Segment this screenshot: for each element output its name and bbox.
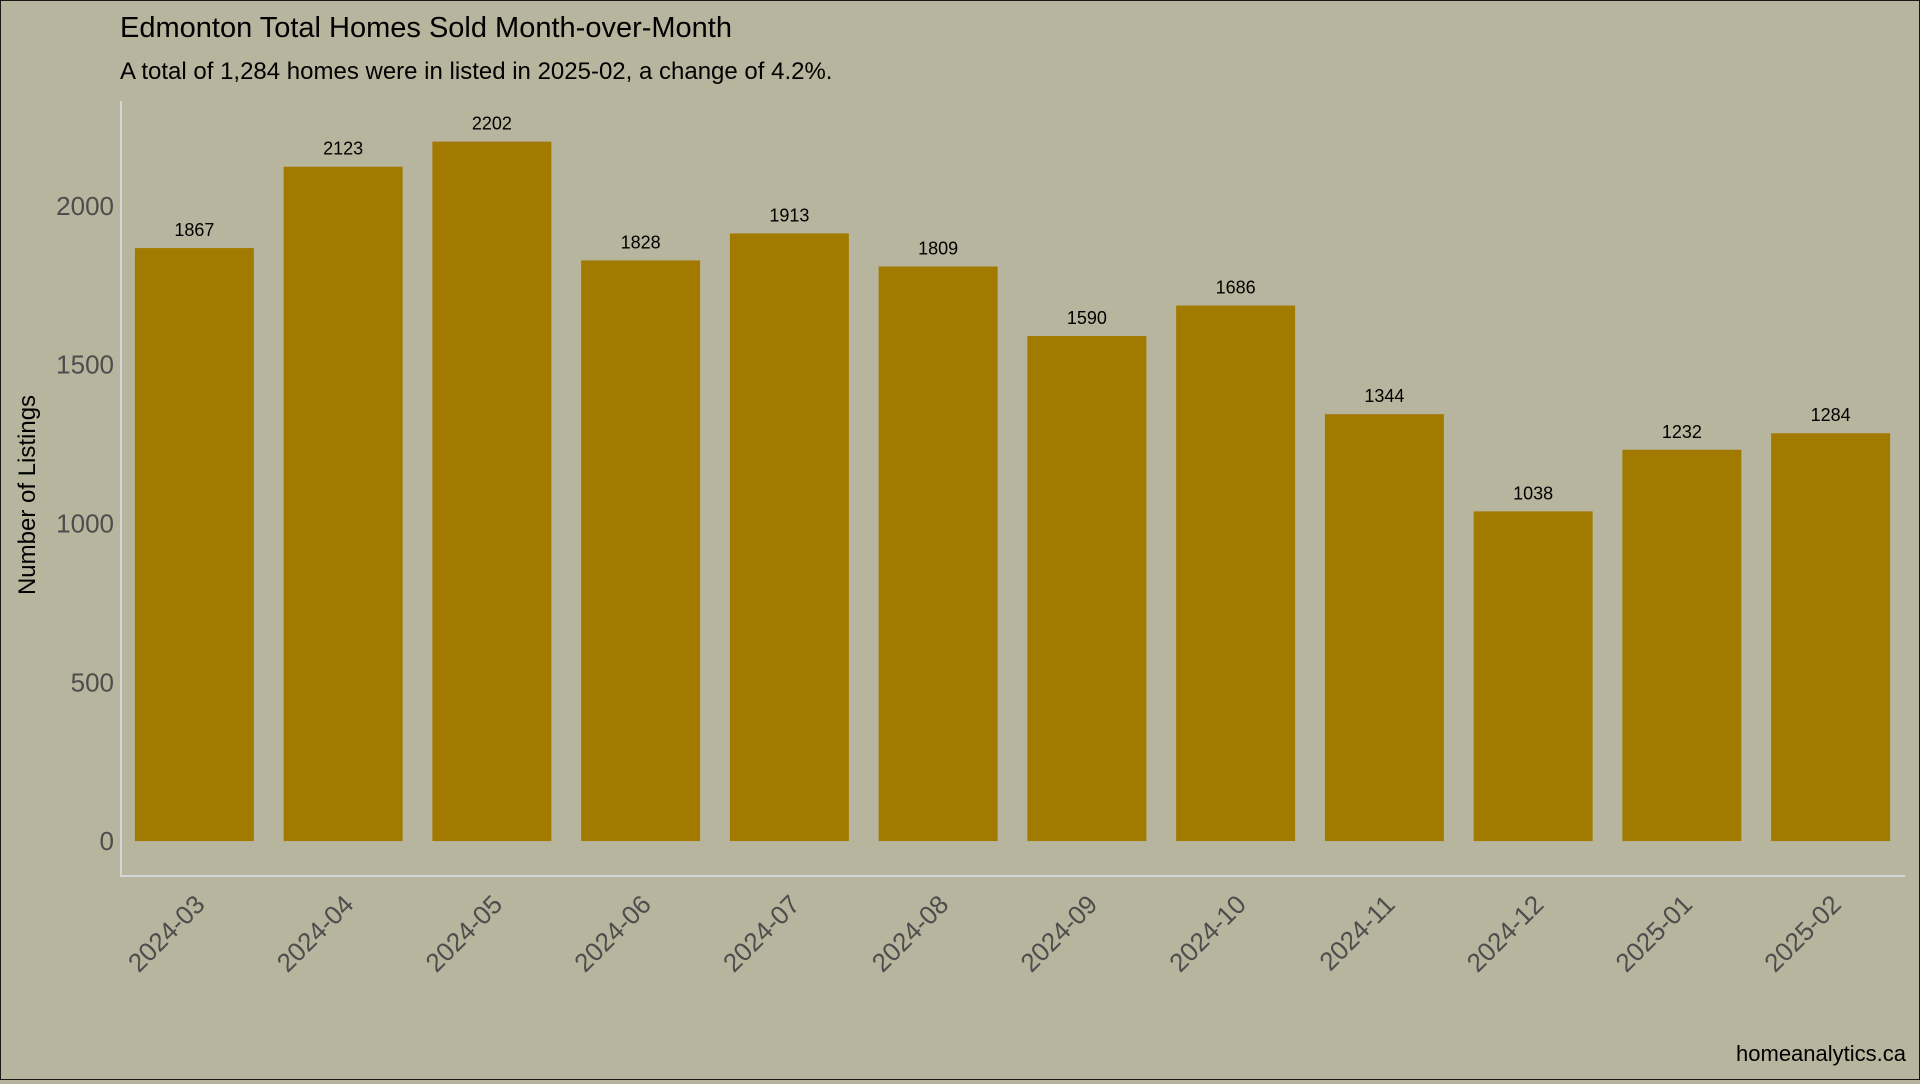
value-labels-group: 1867 2123 2202 1828 1913 1809 1590 1686 1344 1038… bbox=[174, 114, 1850, 504]
y-tick-label-1000: 1000 bbox=[56, 508, 114, 538]
value-label-2025-02: 1284 bbox=[1811, 405, 1851, 425]
bar-2024-04 bbox=[283, 166, 403, 842]
x-tick-label-2024-09: 2024-09 bbox=[1014, 889, 1103, 978]
value-label-2024-04: 2123 bbox=[323, 139, 363, 159]
bar-2024-06 bbox=[581, 260, 701, 842]
chart-title: Edmonton Total Homes Sold Month-over-Mon… bbox=[120, 12, 732, 44]
chart-caption: homeanalytics.ca bbox=[1736, 1041, 1907, 1066]
value-label-2024-06: 1828 bbox=[621, 232, 661, 252]
value-label-2024-05: 2202 bbox=[472, 114, 512, 134]
bar-2024-09 bbox=[1027, 336, 1147, 842]
x-axis-ticks: 2024-03 2024-04 2024-05 2024-06 2024-07 2024-… bbox=[122, 889, 1847, 978]
y-tick-label-0: 0 bbox=[100, 826, 114, 856]
bar-2025-01 bbox=[1622, 449, 1742, 842]
bar-2024-07 bbox=[729, 233, 849, 842]
value-label-2024-10: 1686 bbox=[1216, 278, 1256, 298]
y-tick-label-1500: 1500 bbox=[56, 350, 114, 380]
x-tick-label-2025-01: 2025-01 bbox=[1609, 889, 1698, 978]
y-axis-ticks: 0 500 1000 1500 2000 bbox=[56, 191, 114, 856]
x-tick-label-2024-05: 2024-05 bbox=[419, 889, 508, 978]
value-label-2025-01: 1232 bbox=[1662, 422, 1702, 442]
value-label-2024-11: 1344 bbox=[1364, 386, 1404, 406]
bar-2024-03 bbox=[134, 248, 254, 842]
value-label-2024-08: 1809 bbox=[918, 238, 958, 258]
x-tick-label-2024-10: 2024-10 bbox=[1163, 889, 1252, 978]
y-tick-label-2000: 2000 bbox=[56, 191, 114, 221]
y-tick-label-500: 500 bbox=[71, 667, 114, 697]
bar-2024-11 bbox=[1324, 414, 1444, 842]
x-tick-label-2024-03: 2024-03 bbox=[122, 889, 211, 978]
value-label-2024-03: 1867 bbox=[174, 220, 214, 240]
y-axis-label: Number of Listings bbox=[14, 395, 41, 595]
bar-2024-08 bbox=[878, 266, 998, 842]
value-label-2024-12: 1038 bbox=[1513, 483, 1553, 503]
bar-2024-12 bbox=[1473, 511, 1593, 842]
value-label-2024-09: 1590 bbox=[1067, 308, 1107, 328]
x-tick-label-2025-02: 2025-02 bbox=[1758, 889, 1847, 978]
x-tick-label-2024-12: 2024-12 bbox=[1461, 889, 1550, 978]
value-label-2024-07: 1913 bbox=[769, 205, 809, 225]
bars-group bbox=[134, 141, 1891, 842]
chart-subtitle: A total of 1,284 homes were in listed in… bbox=[120, 58, 832, 85]
bar-2025-02 bbox=[1771, 433, 1891, 842]
x-tick-label-2024-08: 2024-08 bbox=[866, 889, 955, 978]
x-tick-label-2024-06: 2024-06 bbox=[568, 889, 657, 978]
bar-2024-10 bbox=[1176, 305, 1296, 842]
x-tick-label-2024-11: 2024-11 bbox=[1313, 889, 1400, 976]
x-tick-label-2024-04: 2024-04 bbox=[271, 889, 360, 978]
x-tick-label-2024-07: 2024-07 bbox=[717, 889, 806, 978]
bar-2024-05 bbox=[432, 141, 552, 842]
